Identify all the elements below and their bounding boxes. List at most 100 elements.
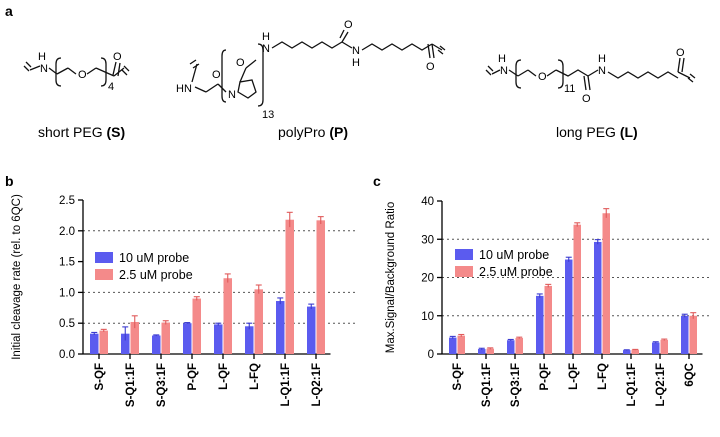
y-axis-label-b: Initial cleavage rate (rel. to 6QC) xyxy=(11,194,23,360)
polypro-nh1-atom: H xyxy=(262,31,270,43)
legend-label-b-s2: 2.5 uM probe xyxy=(119,268,193,282)
polypro-hn-atom: HN xyxy=(176,83,192,95)
x-tick-label-c-6qc: 6QC xyxy=(684,363,696,387)
x-tick-label-b-l-fq: L-FQ xyxy=(249,363,261,390)
y-tick-label-c: 40 xyxy=(421,196,434,208)
polypro-o2-atom: O xyxy=(236,57,245,69)
polypro-nh2-n-atom: N xyxy=(352,45,360,57)
legend-swatch-b-s2 xyxy=(95,269,113,280)
y-tick-label-c: 0 xyxy=(428,349,434,361)
legend-swatch-c-s2 xyxy=(455,266,473,277)
x-tick-label-c-s-q1-1f: S-Q1:1F xyxy=(481,363,493,407)
long-peg-nh-h: H xyxy=(498,53,506,65)
bar-b-p-qf-s1 xyxy=(183,323,192,354)
x-tick-label-b-l-q2-1f: L-Q2:1F xyxy=(311,363,323,406)
chart-c: 0 10 20 30 40 Max.Signal/Background Ratio S-QF… xyxy=(385,196,711,407)
long-peg-o-chain: O xyxy=(538,71,547,83)
structure-long-peg: H N O 11 O H N O long PEG (L) xyxy=(485,47,696,140)
y-tick-label-b: 1.5 xyxy=(59,257,75,269)
long-peg-nh2-n: N xyxy=(598,65,606,77)
x-tick-label-c-l-qf: L-QF xyxy=(568,363,580,390)
bar-b-s-q1-1f-s1 xyxy=(121,333,130,354)
bar-c-l-fq-s2 xyxy=(602,213,610,354)
long-peg-o-end: O xyxy=(676,47,685,59)
legend-swatch-b-s1 xyxy=(95,252,113,263)
x-tick-label-b-s-q3-1f: S-Q3:1F xyxy=(156,363,168,407)
y-tick-label-b: 0.5 xyxy=(59,318,75,330)
bar-b-l-q2-1f-s1 xyxy=(307,306,316,354)
panel-label-c: c xyxy=(373,173,381,189)
bar-b-l-q2-1f-s2 xyxy=(316,220,325,354)
long-peg-o-amide: O xyxy=(582,93,591,105)
short-peg-subscript: 4 xyxy=(108,81,114,93)
bar-c-l-q2-1f-s1 xyxy=(652,342,660,354)
long-peg-nh-n: N xyxy=(500,65,508,77)
bar-c-s-q3-1f-s1 xyxy=(507,340,515,354)
bar-b-p-qf-s2 xyxy=(192,298,201,354)
legend-swatch-c-s1 xyxy=(455,249,473,260)
long-peg-nh2-h: H xyxy=(598,53,606,65)
y-tick-label-b: 0.0 xyxy=(59,349,75,361)
bar-b-l-q1-1f-s1 xyxy=(276,301,285,354)
bar-b-l-q1-1f-s2 xyxy=(285,219,294,354)
polypro-o3-atom: O xyxy=(344,19,353,31)
x-tick-label-c-l-fq: L-FQ xyxy=(597,363,609,390)
polypro-label: polyPro (P) xyxy=(278,124,348,140)
legend-label-b-s1: 10 uM probe xyxy=(119,251,189,265)
short-peg-label: short PEG (S) xyxy=(38,124,125,140)
x-tick-label-b-l-qf: L-QF xyxy=(218,363,230,390)
bar-b-s-q3-1f-s1 xyxy=(152,335,161,354)
y-tick-label-c: 30 xyxy=(421,234,434,246)
y-tick-label-c: 10 xyxy=(421,311,434,323)
x-tick-label-c-s-q3-1f: S-Q3:1F xyxy=(510,363,522,407)
bar-b-s-q3-1f-s2 xyxy=(161,322,170,354)
chart-b: 0.0 0.5 1.0 1.5 2.0 2.5 Initial cleavage rate … xyxy=(11,194,355,407)
bar-c-s-q1-1f-s1 xyxy=(478,349,486,354)
x-tick-label-b-s-qf: S-QF xyxy=(94,363,106,390)
polypro-n-ring-atom: N xyxy=(228,89,236,101)
structure-short-peg: H N O 4 O short PEG (S) xyxy=(23,51,130,140)
y-tick-label-b: 2.5 xyxy=(59,195,75,207)
structure-polypro: HN O N O 13 H N O N H O polyPro (P) xyxy=(176,19,446,140)
x-tick-label-b-p-qf: P-QF xyxy=(187,363,199,390)
y-tick-label-b: 2.0 xyxy=(59,226,75,238)
bar-b-l-fq-s1 xyxy=(245,326,254,354)
bar-b-s-qf-s1 xyxy=(90,333,99,354)
legend-label-c-s1: 10 uM probe xyxy=(479,248,549,262)
bar-c-l-q1-1f-s1 xyxy=(623,350,631,354)
bar-b-l-fq-s2 xyxy=(254,289,263,354)
bar-c-l-q1-1f-s2 xyxy=(631,349,639,354)
bar-c-l-qf-s1 xyxy=(565,259,573,354)
bar-c-p-qf-s1 xyxy=(536,295,544,354)
bar-c-p-qf-s2 xyxy=(544,285,552,354)
short-peg-n-atom: N xyxy=(40,63,48,75)
x-tick-label-b-s-q1-1f: S-Q1:1F xyxy=(125,363,137,407)
polypro-subscript: 13 xyxy=(262,109,274,121)
bar-b-l-qf-s2 xyxy=(223,278,232,354)
bar-c-s-qf-s2 xyxy=(457,335,465,354)
x-tick-label-c-s-qf: S-QF xyxy=(452,363,464,390)
bar-c-6qc-s1 xyxy=(681,315,689,354)
bar-b-s-qf-s2 xyxy=(99,330,108,354)
short-peg-carbonyl-o: O xyxy=(113,51,122,63)
bar-c-s-q3-1f-s2 xyxy=(515,337,523,354)
panel-label-a: a xyxy=(5,3,13,19)
bar-c-s-q1-1f-s2 xyxy=(486,348,494,354)
short-peg-o-atom: O xyxy=(78,69,87,81)
polypro-n1-atom: N xyxy=(262,43,270,55)
x-tick-label-c-l-q1-1f: L-Q1:1F xyxy=(626,363,638,406)
long-peg-subscript: 11 xyxy=(564,83,575,95)
polypro-o1-atom: O xyxy=(212,69,221,81)
x-tick-label-c-l-q2-1f: L-Q2:1F xyxy=(655,363,667,406)
bar-c-6qc-s2 xyxy=(689,315,697,354)
y-tick-label-c: 20 xyxy=(421,273,434,285)
x-tick-label-c-p-qf: P-QF xyxy=(539,363,551,390)
x-tick-label-b-l-q1-1f: L-Q1:1F xyxy=(280,363,292,406)
panel-label-b: b xyxy=(5,173,14,189)
bar-b-l-qf-s1 xyxy=(214,324,223,354)
bar-c-l-qf-s2 xyxy=(573,224,581,354)
y-axis-label-c: Max.Signal/Background Ratio xyxy=(385,202,397,354)
bar-c-s-qf-s1 xyxy=(449,337,457,354)
y-tick-label-b: 1.0 xyxy=(59,287,75,299)
